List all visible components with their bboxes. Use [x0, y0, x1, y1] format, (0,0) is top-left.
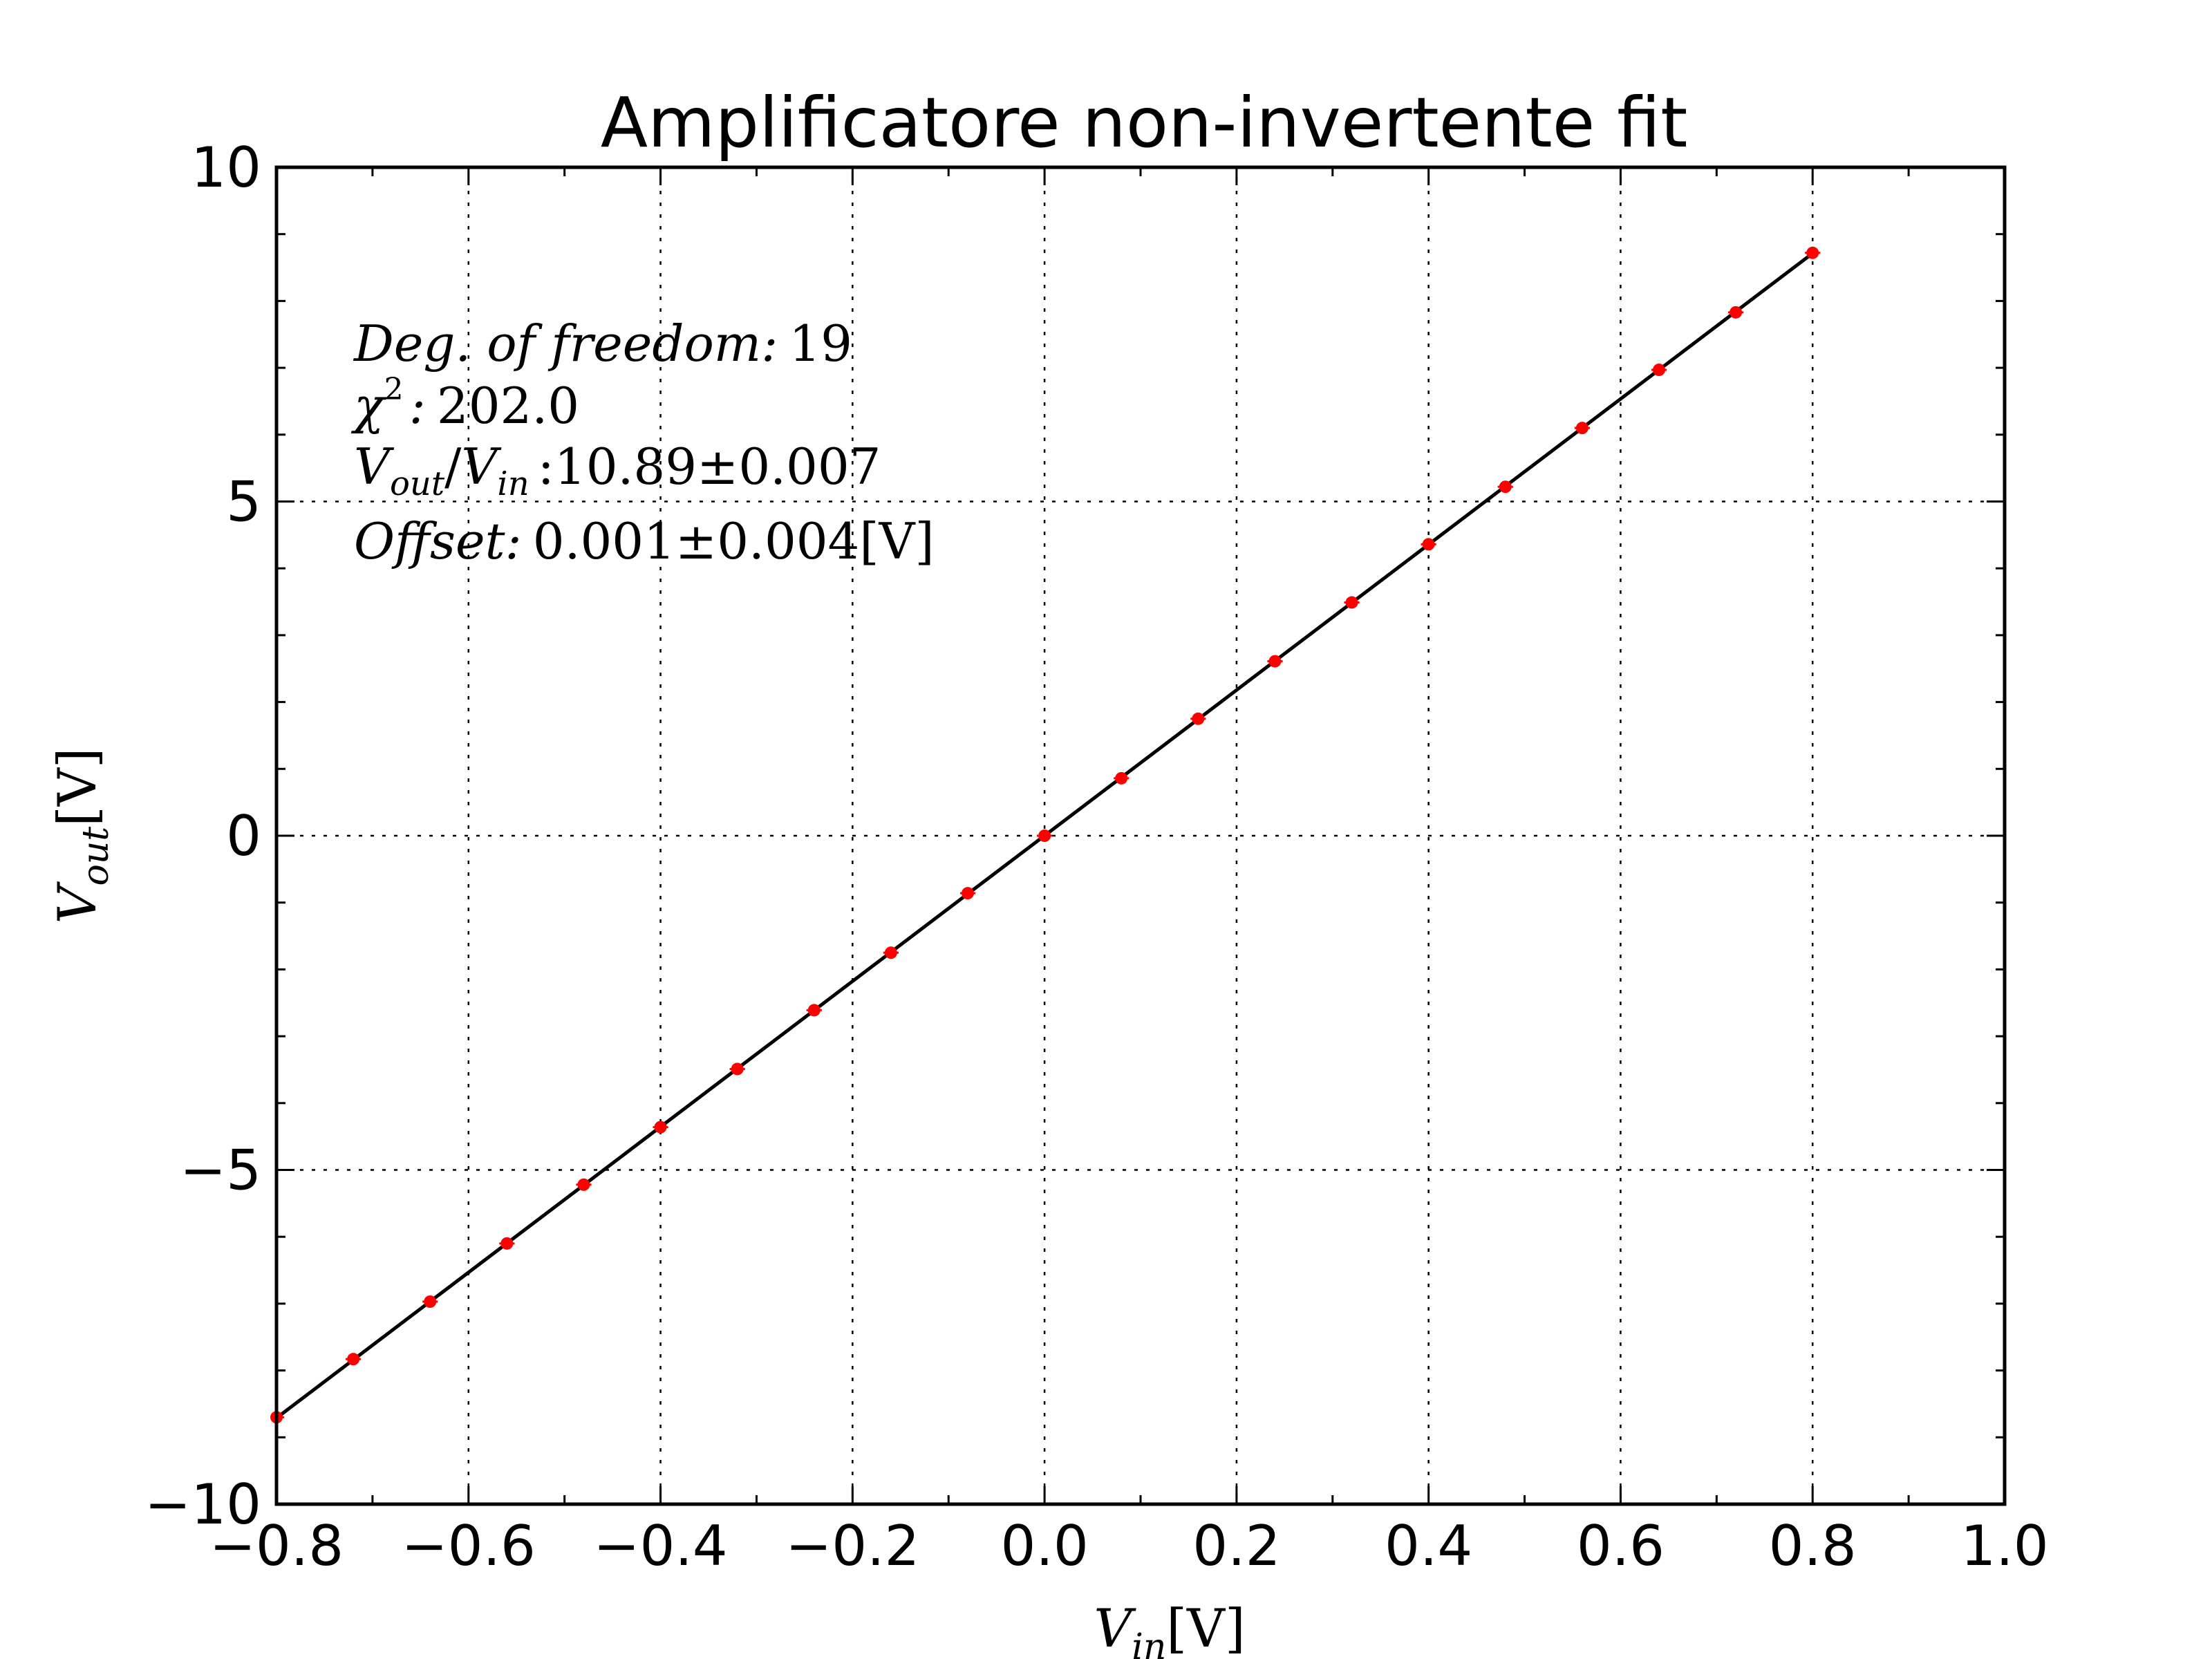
x-tick-label: 0.4: [1385, 1514, 1472, 1578]
y-tick-label: 5: [226, 470, 261, 534]
plot-frame: [274, 165, 2007, 1506]
x-tick-label: 0.6: [1577, 1514, 1665, 1578]
y-tick-label: 10: [191, 135, 261, 200]
data-point: [1575, 422, 1588, 435]
x-tick-label: −0.6: [402, 1514, 536, 1578]
y-axis-label: Vout[V]: [46, 748, 117, 924]
data-point: [1730, 306, 1743, 319]
data-point: [347, 1353, 360, 1366]
data-point: [1499, 480, 1512, 494]
x-tick-label: −0.4: [593, 1514, 727, 1578]
data-point: [654, 1121, 667, 1134]
annotation-dof: Deg. of freedom: 19: [353, 315, 852, 373]
x-tick-label: 0.8: [1769, 1514, 1857, 1578]
data-point: [962, 887, 974, 900]
annotation-gain: Vout/Vin:10.89±0.007: [354, 438, 881, 503]
x-tick-label: −0.8: [209, 1514, 344, 1578]
data-point: [424, 1295, 437, 1308]
x-axis-label: Vin[V]: [1094, 1597, 1245, 1659]
x-axis-label-unit: [V]: [1166, 1597, 1245, 1659]
data-point: [1115, 771, 1128, 785]
x-tick-label: 0.0: [1000, 1514, 1088, 1578]
y-axis-label-unit: [V]: [46, 748, 108, 827]
data-point: [577, 1178, 590, 1191]
annotation-offset: Offset: 0.001±0.004[V]: [354, 512, 935, 570]
data-point: [500, 1237, 514, 1250]
data-point: [731, 1062, 744, 1076]
data-point: [807, 1004, 821, 1017]
data-point: [1268, 655, 1282, 668]
x-axis-label-sub: in: [1132, 1627, 1166, 1659]
x-tick-label: −0.2: [785, 1514, 919, 1578]
x-axis-label-main: V: [1094, 1597, 1136, 1659]
y-tick-label: 0: [226, 804, 261, 868]
data-point: [1422, 538, 1435, 551]
data-point: [1345, 596, 1358, 609]
fit-annotation: Deg. of freedom: 19 χ2:202.0 Vout/Vin:10.…: [350, 315, 935, 570]
chart-title: Amplificatore non-invertente fit: [601, 82, 1688, 163]
data-point: [1806, 246, 1819, 259]
y-axis-label-main: V: [46, 881, 108, 924]
data-points: [270, 246, 1821, 1424]
y-tick-label: −5: [180, 1138, 261, 1203]
data-point: [1038, 830, 1051, 842]
x-tick-label: 0.2: [1192, 1514, 1280, 1578]
y-tick-labels: −10 −5 0 5 10: [144, 135, 261, 1537]
annotation-chi2: χ2:202.0: [350, 372, 579, 435]
data-point: [1653, 364, 1665, 377]
x-tick-labels: −0.8 −0.6 −0.4 −0.2 0.0 0.2 0.4 0.6 0.8 1.0: [209, 1514, 2049, 1578]
data-point: [884, 946, 897, 959]
data-point: [1192, 712, 1205, 725]
x-tick-label: 1.0: [1960, 1514, 2048, 1578]
y-axis-label-sub: out: [75, 827, 117, 886]
y-tick-label: −10: [144, 1472, 261, 1537]
